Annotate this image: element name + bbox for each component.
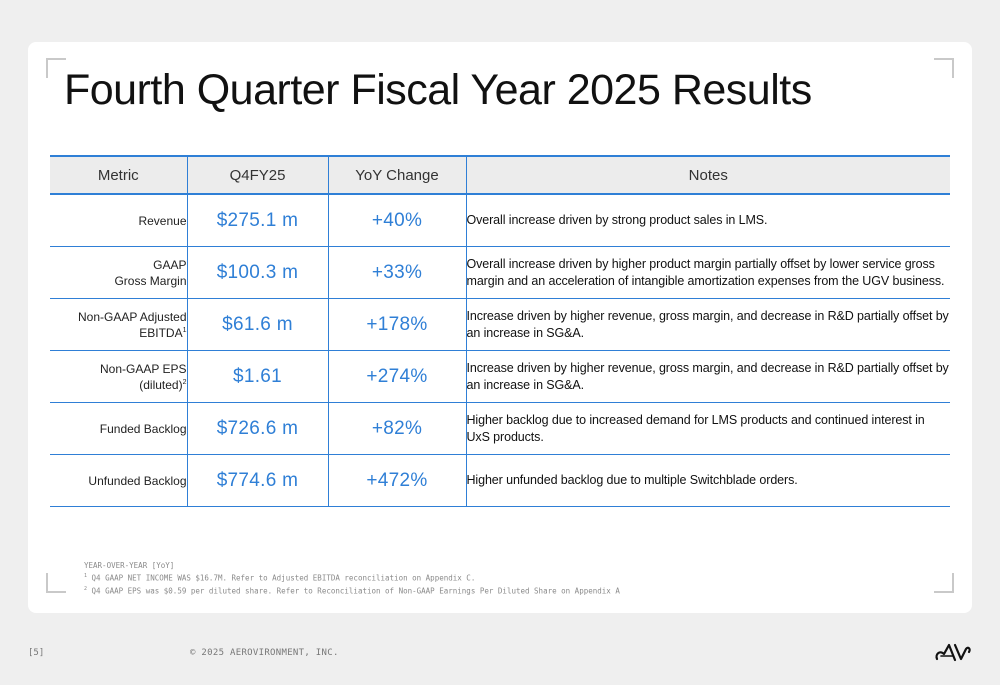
note-cell: Increase driven by higher revenue, gross… [465,298,950,351]
value-cell: $275.1 m [186,194,328,247]
table-row: Non-GAAP Adjusted EBITDA1 $61.6 m +178% I… [50,298,950,351]
footnote-2: 2 Q4 GAAP EPS was $0.59 per diluted shar… [84,584,620,597]
note-cell: Higher unfunded backlog due to multiple … [465,454,950,507]
copyright-text: © 2025 AEROVIRONMENT, INC. [190,648,339,658]
yoy-cell: +82% [327,402,466,455]
column-header-metric: Metric [50,156,187,195]
corner-bracket-bottom-right [934,573,954,593]
metric-cell: Revenue [50,194,187,247]
note-cell: Overall increase driven by higher produc… [465,246,950,299]
footnote-1-marker: 1 [84,573,88,579]
metric-label: GAAP [153,257,187,272]
metric-label: Non-GAAP EPS (diluted) [100,361,187,392]
metric-cell: Non-GAAP EPS (diluted)2 [50,350,187,403]
table-header-row: Metric Q4FY25 YoY Change Notes [50,156,950,195]
footnote-1: 1 Q4 GAAP NET INCOME WAS $16.7M. Refer t… [84,571,620,584]
metric-cell: Non-GAAP Adjusted EBITDA1 [50,298,187,351]
yoy-cell: +472% [327,454,466,507]
metric-label: Gross Margin [114,273,187,288]
metric-cell: GAAP Gross Margin [50,246,187,299]
footnote-2-text: Q4 GAAP EPS was $0.59 per diluted share.… [91,586,620,595]
value-cell: $100.3 m [186,246,328,299]
footnote-yoy-definition: YEAR-OVER-YEAR [YoY] [84,561,175,570]
footnote-marker: 2 [182,378,187,386]
metric-cell: Unfunded Backlog [50,454,187,507]
column-header-notes: Notes [465,156,950,195]
value-cell: $774.6 m [186,454,328,507]
yoy-cell: +40% [327,194,466,247]
metric-label-with-footnote: Non-GAAP EPS (diluted)2 [50,361,187,393]
value-cell: $1.61 [186,350,328,403]
column-header-q4fy25: Q4FY25 [186,156,328,195]
value-cell: $726.6 m [186,402,328,455]
metric-label-with-footnote: EBITDA1 [50,325,187,341]
corner-bracket-bottom-left [46,573,66,593]
metric-label: Unfunded Backlog [88,473,187,488]
value-cell: $61.6 m [186,298,328,351]
metric-label: EBITDA [139,325,183,340]
footnote-2-marker: 2 [84,585,88,592]
yoy-cell: +178% [327,298,466,351]
slide-title: Fourth Quarter Fiscal Year 2025 Results [64,66,812,114]
footnotes: YEAR-OVER-YEAR [YoY] 1 Q4 GAAP NET INCOM… [84,561,620,596]
footnote-marker: 1 [182,326,187,334]
table-row: GAAP Gross Margin $100.3 m +33% Overall i… [50,246,950,299]
table-row: Unfunded Backlog $774.6 m +472% Higher u… [50,454,950,507]
av-logo: AV [935,643,971,662]
column-header-yoy-change: YoY Change [327,156,466,195]
table-row: Revenue $275.1 m +40% Overall increase d… [50,194,950,247]
metric-label: Revenue [138,213,187,228]
note-cell: Higher backlog due to increased demand f… [465,402,950,455]
slide-card: Fourth Quarter Fiscal Year 2025 Results … [28,42,972,613]
corner-bracket-top-left [46,58,66,78]
table-row: Non-GAAP EPS (diluted)2 $1.61 +274% Incr… [50,350,950,403]
note-cell: Increase driven by higher revenue, gross… [465,350,950,403]
yoy-cell: +274% [327,350,466,403]
note-cell: Overall increase driven by strong produc… [465,194,950,247]
metric-label: Funded Backlog [99,421,187,436]
page-number: [5] [28,648,45,658]
metric-cell: Funded Backlog [50,402,187,455]
corner-bracket-top-right [934,58,954,78]
yoy-cell: +33% [327,246,466,299]
table-row: Funded Backlog $726.6 m +82% Higher back… [50,402,950,455]
footnote-1-text: Q4 GAAP NET INCOME WAS $16.7M. Refer to … [91,573,476,583]
metric-label: Non-GAAP Adjusted [77,309,187,324]
results-table: Metric Q4FY25 YoY Change Notes Revenue $… [50,155,950,507]
